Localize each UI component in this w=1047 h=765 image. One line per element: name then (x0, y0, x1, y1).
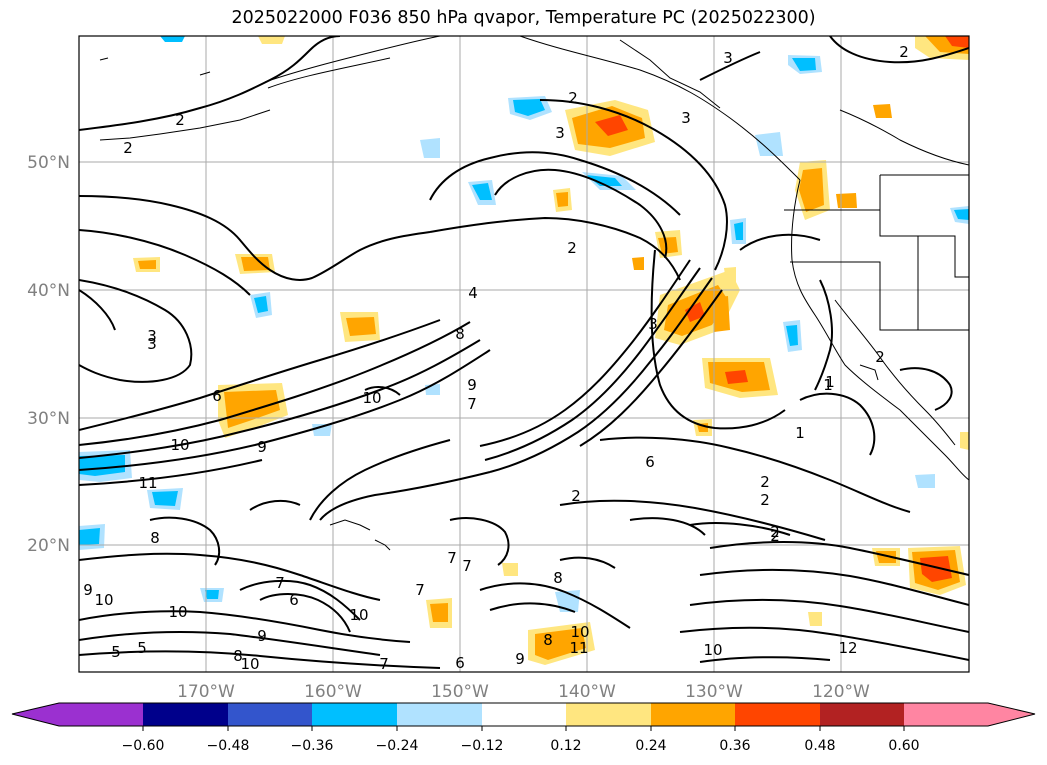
colorbar-tick-label: −0.24 (376, 738, 419, 754)
contour-label: 6 (645, 453, 655, 471)
contour-label: 8 (543, 631, 553, 649)
temperature-contours (79, 36, 969, 669)
colorbar-tick-label: 0.48 (804, 738, 835, 754)
contour-label: 1 (795, 424, 805, 442)
contour-label: 3 (681, 109, 691, 127)
gridlines (79, 36, 969, 672)
colorbar-segment (651, 703, 735, 726)
colorbar-segment (820, 703, 904, 726)
colorbar-segment (143, 703, 228, 726)
contour-label: 9 (467, 376, 477, 394)
contour-label: 2 (175, 111, 185, 129)
contour-label: 10 (570, 623, 589, 641)
contour-label: 10 (240, 655, 259, 673)
contour-label: 8 (455, 325, 465, 343)
colorbar-segment (735, 703, 820, 726)
plot-area (79, 36, 969, 672)
contour-label: 3 (555, 124, 565, 142)
colorbar-segment (904, 703, 988, 726)
contour-label: 7 (379, 655, 389, 673)
colorbar-tick-label: 0.12 (550, 738, 581, 754)
colorbar-tick-label: 0.36 (719, 738, 750, 754)
contour-label: 9 (257, 438, 267, 456)
contour-label: 7 (467, 395, 477, 413)
contour-label: 11 (569, 639, 588, 657)
contour-label: 10 (170, 436, 189, 454)
contour-label: 12 (838, 639, 857, 657)
contour-label: 2 (123, 139, 133, 157)
lat-label-40n: 40°N (27, 281, 70, 301)
lon-label-120w: 120°W (812, 682, 870, 702)
contour-label: 2 (760, 491, 770, 509)
colorbar-tick-label: −0.36 (291, 738, 334, 754)
contour-label: 5 (137, 639, 147, 657)
plot-frame (78, 35, 970, 673)
contour-label: 10 (349, 606, 368, 624)
colorbar-tick-label: 0.60 (888, 738, 919, 754)
contour-label: 2 (568, 89, 578, 107)
colorbar-segment (566, 703, 651, 726)
colorbar-tick-label: −0.48 (207, 738, 250, 754)
colorbar-low-extend (12, 703, 59, 726)
contour-label: 5 (111, 643, 121, 661)
contour-label: 3 (648, 315, 658, 333)
contour-label: 2 (899, 43, 909, 61)
contour-label: 3 (147, 327, 157, 345)
contour-label: 2 (760, 473, 770, 491)
contour-label: 9 (257, 627, 267, 645)
longitude-labels: 170°W 160°W 150°W 140°W 130°W 120°W (177, 682, 870, 702)
lat-label-30n: 30°N (27, 409, 70, 429)
contour-label: 2 (770, 527, 780, 545)
colorbar-segment (482, 703, 566, 726)
colorbar-tick-label: −0.60 (122, 738, 165, 754)
contour-label: 7 (462, 557, 472, 575)
contour-label: 9 (83, 581, 93, 599)
contour-label: 10 (168, 603, 187, 621)
contour-label: 7 (275, 574, 285, 592)
lon-label-130w: 130°W (685, 682, 743, 702)
contour-label: 7 (447, 549, 457, 567)
lon-label-150w: 150°W (431, 682, 489, 702)
contour-label: 6 (455, 654, 465, 672)
contour-label: 8 (553, 569, 563, 587)
contour-label: 8 (233, 647, 243, 665)
colorbar-segment (59, 703, 143, 726)
contour-label: 8 (150, 529, 160, 547)
colorbar-tick-label: −0.12 (461, 738, 504, 754)
contour-label: 9 (515, 650, 525, 668)
contour-label: 10 (362, 389, 381, 407)
colorbar-high-extend (988, 703, 1035, 726)
lat-label-50n: 50°N (27, 153, 70, 173)
contour-label: 3 (723, 49, 733, 67)
positive-anomaly-shading (133, 36, 969, 665)
contour-label: 2 (875, 348, 885, 366)
colorbar-segment (397, 703, 482, 726)
contour-label: 3 (147, 335, 157, 353)
contour-label: 2 (770, 523, 780, 541)
contour-labels: 3 222332248336910107911112226910877581061… (83, 43, 909, 673)
colorbar-segment (312, 703, 397, 726)
lon-label-140w: 140°W (558, 682, 616, 702)
colorbar: −0.60 −0.48 −0.36 −0.24 −0.12 0.12 0.24 0.36 0.4… (11, 702, 1036, 754)
latitude-labels: 50°N 40°N 30°N 20°N (27, 153, 70, 556)
contour-label: 2 (567, 239, 577, 257)
contour-label: 10 (703, 641, 722, 659)
coastlines (99, 36, 969, 551)
contour-label: 6 (289, 591, 299, 609)
contour-label: 1 (825, 373, 835, 391)
contour-label: 1 (823, 376, 833, 394)
contour-label: 10 (94, 591, 113, 609)
lon-label-160w: 160°W (304, 682, 362, 702)
contour-label: 6 (212, 387, 222, 405)
colorbar-tick-label: 0.24 (635, 738, 666, 754)
contour-label: 4 (468, 284, 478, 302)
lon-label-170w: 170°W (177, 682, 235, 702)
contour-label: 11 (138, 474, 157, 492)
map-title: 2025022000 F036 850 hPa qvapor, Temperat… (231, 8, 816, 28)
contour-label: 7 (415, 581, 425, 599)
contour-label: 2 (571, 487, 581, 505)
colorbar-segment (228, 703, 312, 726)
lat-label-20n: 20°N (27, 536, 70, 556)
